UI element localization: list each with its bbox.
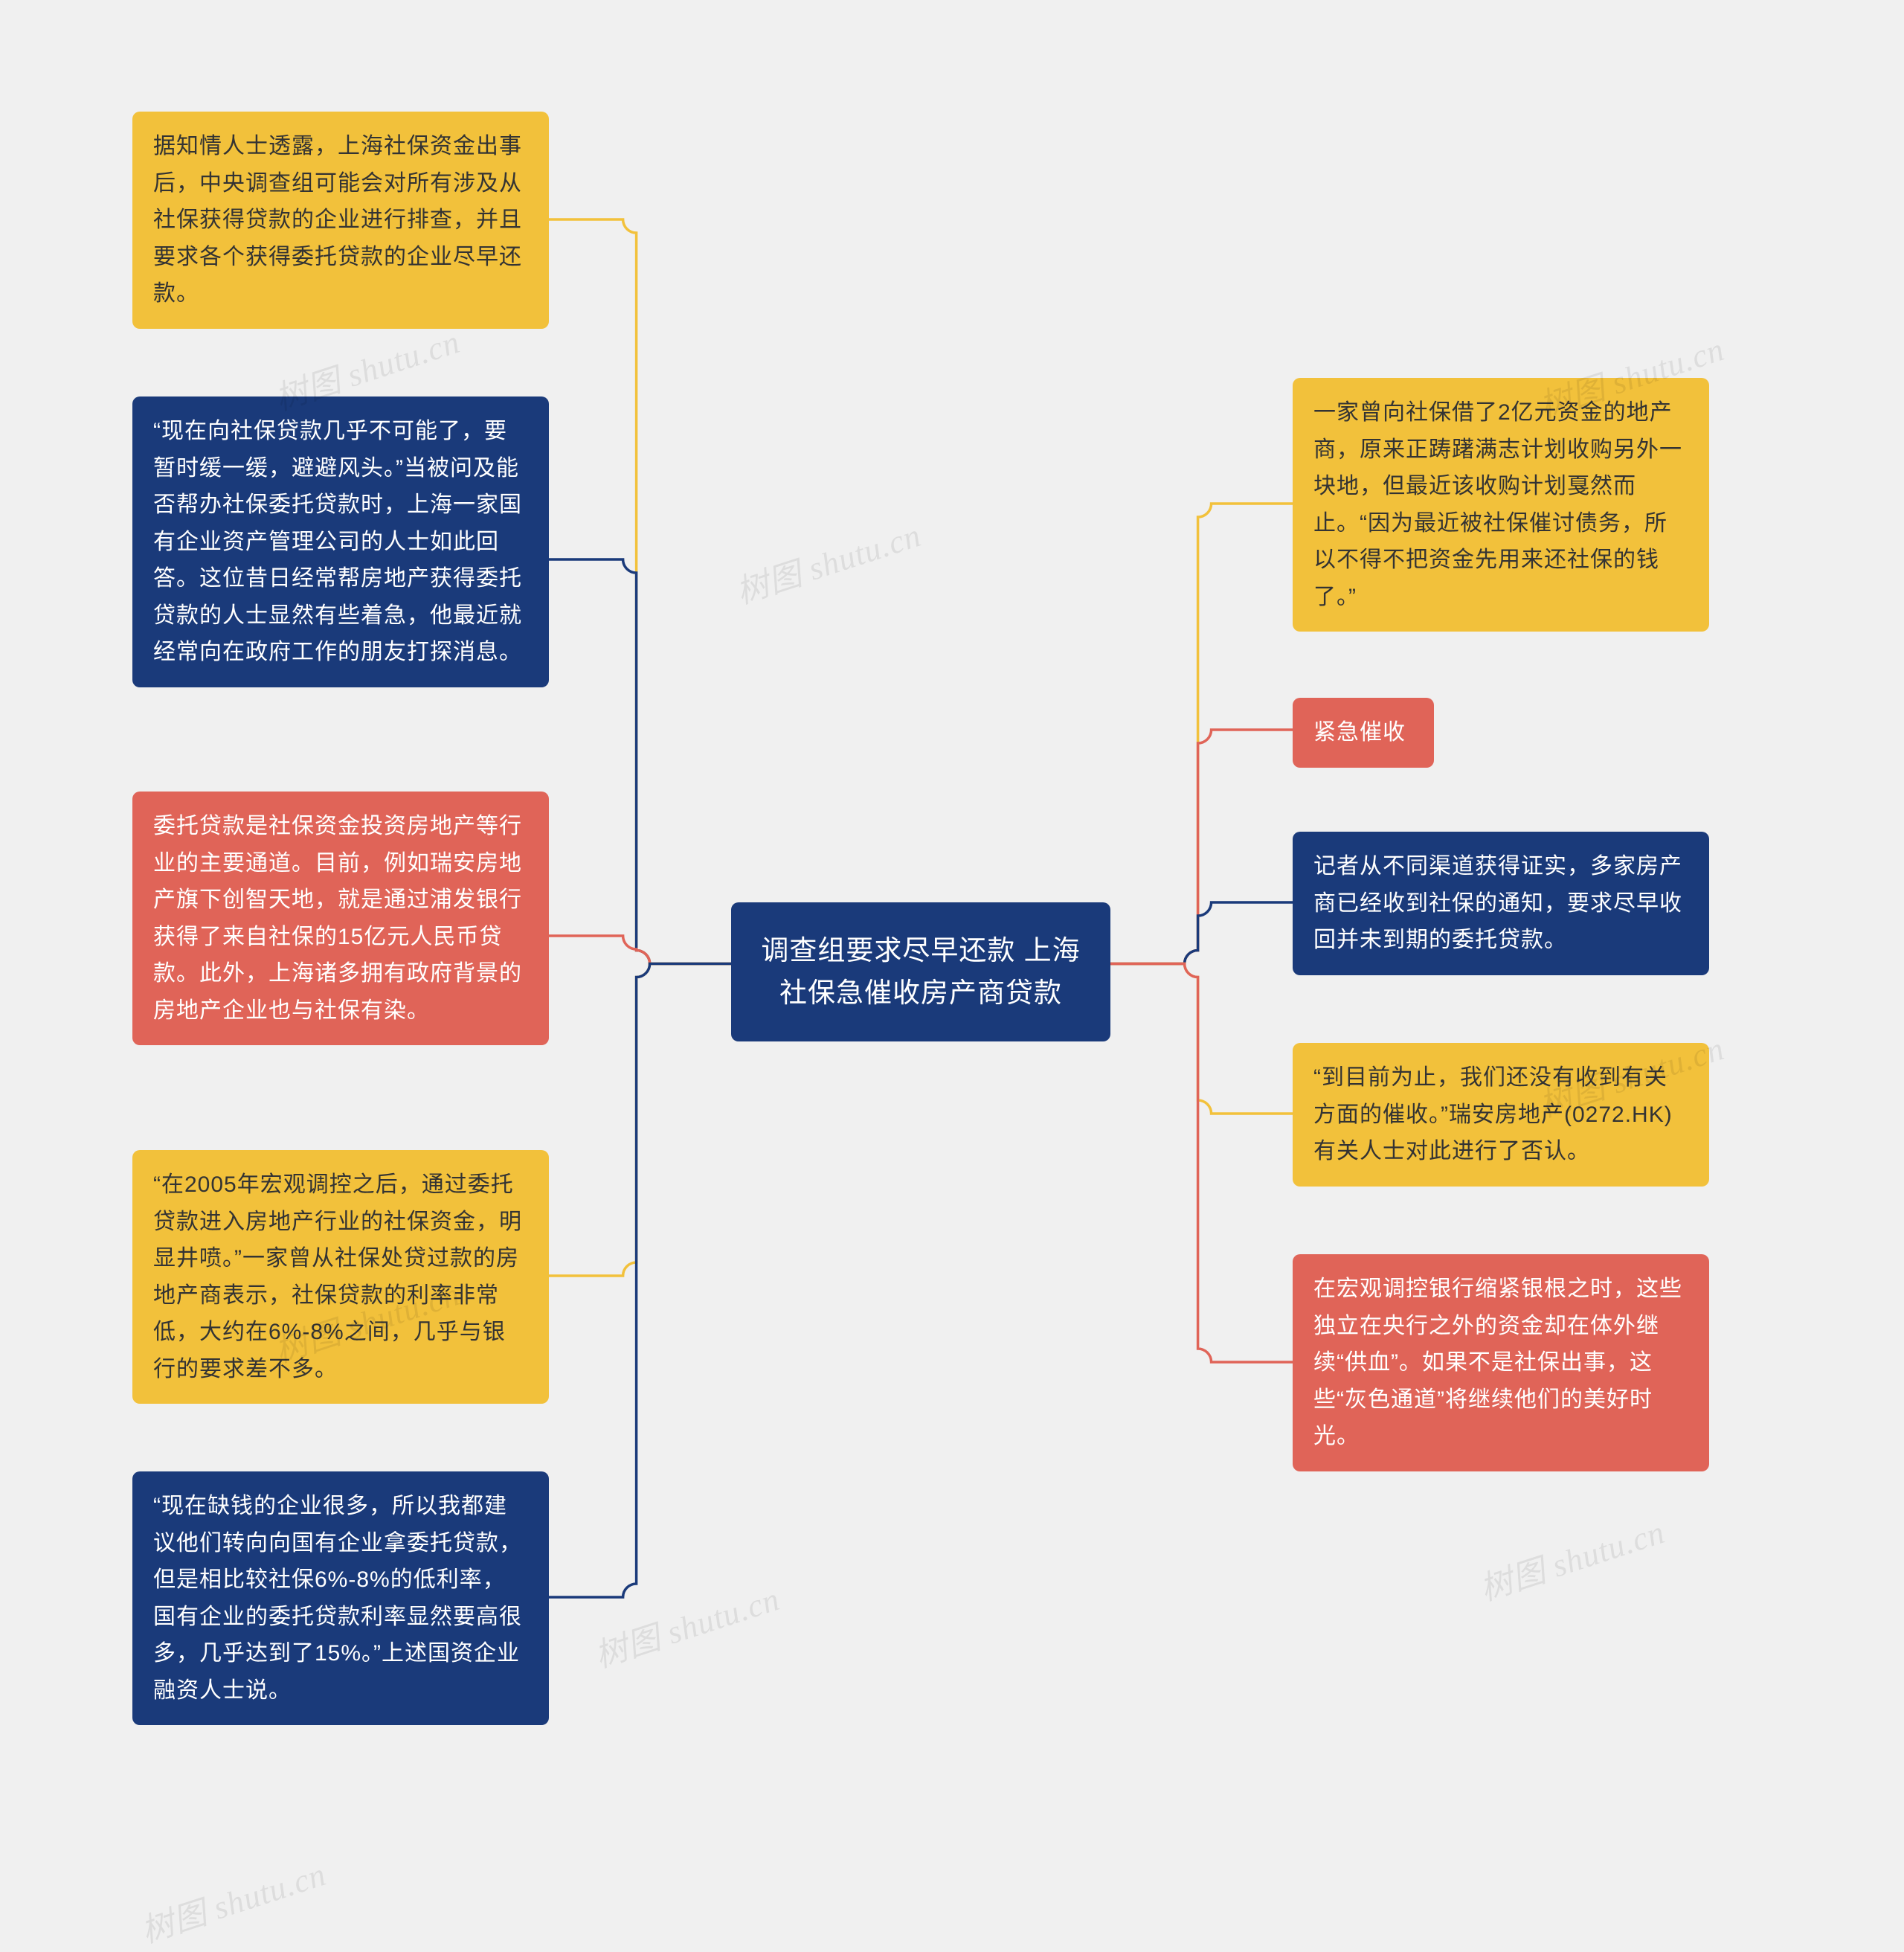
branch-node-R2: 紧急催收 <box>1293 698 1434 768</box>
branch-node-text: 在宏观调控银行缩紧银根之时，这些独立在央行之外的资金却在体外继续“供血”。如果不… <box>1313 1277 1682 1448</box>
connector-L4 <box>549 964 731 1277</box>
mindmap-canvas: 调查组要求尽早还款 上海社保急催收房产商贷款 据知情人士透露，上海社保资金出事后… <box>0 0 1904 1951</box>
branch-node-text: “现在向社保贷款几乎不可能了，要暂时缓一缓，避避风头。”当被问及能否帮办社保委托… <box>153 419 522 664</box>
branch-node-R3: 记者从不同渠道获得证实，多家房产商已经收到社保的通知，要求尽早收回并未到期的委托… <box>1293 832 1709 975</box>
connector-L1 <box>549 219 731 964</box>
watermark: 树图 shutu.cn <box>1473 1505 1670 1610</box>
branch-node-text: “现在缺钱的企业很多，所以我都建议他们转向向国有企业拿委托贷款，但是相比较社保6… <box>153 1494 522 1703</box>
branch-node-text: “到目前为止，我们还没有收到有关方面的催收。”瑞安房地产(0272.HK)有关人… <box>1313 1065 1673 1163</box>
branch-node-text: 一家曾向社保借了2亿元资金的地产商，原来正踌躇满志计划收购另外一块地，但最近该收… <box>1313 400 1682 609</box>
watermark: 树图 shutu.cn <box>588 1572 785 1677</box>
branch-node-L2: “现在向社保贷款几乎不可能了，要暂时缓一缓，避避风头。”当被问及能否帮办社保委托… <box>132 396 549 687</box>
center-node: 调查组要求尽早还款 上海社保急催收房产商贷款 <box>731 902 1110 1041</box>
connector-R1 <box>1110 504 1293 964</box>
connector-L2 <box>549 559 731 964</box>
branch-node-text: 记者从不同渠道获得证实，多家房产商已经收到社保的通知，要求尽早收回并未到期的委托… <box>1313 854 1682 952</box>
branch-node-L3: 委托贷款是社保资金投资房地产等行业的主要通道。目前，例如瑞安房地产旗下创智天地，… <box>132 792 549 1045</box>
branch-node-L5: “现在缺钱的企业很多，所以我都建议他们转向向国有企业拿委托贷款，但是相比较社保6… <box>132 1471 549 1725</box>
branch-node-R1: 一家曾向社保借了2亿元资金的地产商，原来正踌躇满志计划收购另外一块地，但最近该收… <box>1293 378 1709 632</box>
watermark: 树图 shutu.cn <box>729 508 926 613</box>
branch-node-L1: 据知情人士透露，上海社保资金出事后，中央调查组可能会对所有涉及从社保获得贷款的企… <box>132 112 549 329</box>
center-node-text: 调查组要求尽早还款 上海社保急催收房产商贷款 <box>761 935 1080 1008</box>
branch-node-text: 紧急催收 <box>1313 720 1406 745</box>
branch-node-R4: “到目前为止，我们还没有收到有关方面的催收。”瑞安房地产(0272.HK)有关人… <box>1293 1043 1709 1187</box>
branch-node-text: 委托贷款是社保资金投资房地产等行业的主要通道。目前，例如瑞安房地产旗下创智天地，… <box>153 814 522 1023</box>
branch-node-text: “在2005年宏观调控之后，通过委托贷款进入房地产行业的社保资金，明显井喷。”一… <box>153 1172 522 1381</box>
connector-L5 <box>549 964 731 1598</box>
branch-node-R5: 在宏观调控银行缩紧银根之时，这些独立在央行之外的资金却在体外继续“供血”。如果不… <box>1293 1254 1709 1471</box>
branch-node-text: 据知情人士透露，上海社保资金出事后，中央调查组可能会对所有涉及从社保获得贷款的企… <box>153 134 522 306</box>
connector-R4 <box>1110 964 1293 1114</box>
connector-L3 <box>549 936 731 964</box>
connector-R5 <box>1110 964 1293 1363</box>
connector-R3 <box>1110 902 1293 964</box>
branch-node-L4: “在2005年宏观调控之后，通过委托贷款进入房地产行业的社保资金，明显井喷。”一… <box>132 1150 549 1404</box>
watermark: 树图 shutu.cn <box>134 1847 331 1952</box>
connector-R2 <box>1110 730 1293 964</box>
